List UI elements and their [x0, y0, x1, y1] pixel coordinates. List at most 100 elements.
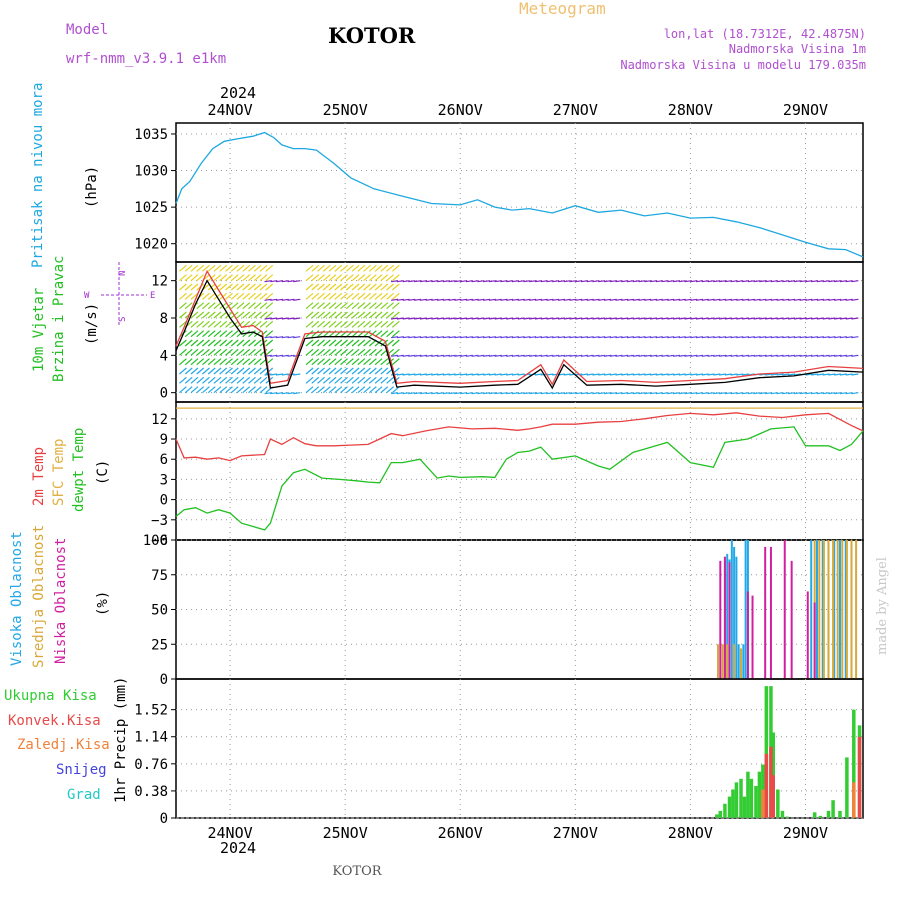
wind-barb — [345, 292, 354, 300]
wind-barb — [190, 367, 199, 375]
wind-barb — [340, 348, 348, 356]
wind-barb — [340, 386, 348, 394]
wind-compass: N W E S — [84, 262, 155, 326]
wind-barb — [190, 386, 199, 394]
wind-barb — [419, 317, 427, 320]
wind-barb — [598, 298, 606, 301]
wind-barb — [363, 283, 371, 291]
wind-barb — [465, 280, 473, 283]
wind-barb — [655, 317, 663, 320]
wind-barb — [184, 348, 193, 356]
wind-barb — [494, 392, 502, 395]
wind-barb — [747, 298, 755, 301]
wind-barb — [615, 317, 623, 320]
wind-barb — [225, 386, 233, 394]
wind-barb — [661, 392, 669, 395]
precipitation-bar — [731, 789, 735, 818]
wind-barb — [368, 264, 377, 272]
cloud-bar — [769, 546, 772, 679]
wind-barb — [477, 336, 485, 339]
wind-barb — [788, 373, 796, 376]
wind-barb — [340, 292, 348, 300]
wind-barb — [546, 392, 554, 395]
wind-barb — [293, 392, 301, 395]
wind-barb — [380, 376, 389, 384]
wind-barb — [460, 392, 468, 395]
wind-barb — [317, 311, 325, 319]
wind-barb — [644, 280, 652, 283]
wind-barb — [293, 373, 301, 376]
wind-barb — [644, 354, 652, 357]
wind-barb — [494, 298, 502, 301]
wind-barb — [707, 392, 715, 395]
wind-barb — [230, 283, 239, 291]
wind-barb — [184, 358, 193, 366]
wind-barb — [351, 339, 360, 347]
wind-barb — [828, 373, 836, 376]
wind-barb — [793, 354, 801, 357]
wind-barb — [437, 336, 445, 339]
wind-barb — [242, 302, 251, 310]
wind-barb — [259, 367, 268, 375]
cloud-bar — [733, 644, 736, 679]
wind-barb — [454, 317, 462, 320]
wind-barb — [655, 298, 663, 301]
wind-barb — [500, 392, 508, 395]
wind-barb — [253, 311, 262, 319]
wind-barb — [621, 354, 629, 357]
coords-label: lon,lat (18.7312E, 42.4875N) — [664, 27, 866, 41]
wind-barb — [184, 264, 193, 272]
wind-barb — [328, 358, 337, 366]
wind-barb — [460, 298, 468, 301]
wind-barb — [811, 392, 819, 395]
wind-barb — [793, 373, 801, 376]
wind-barb — [207, 386, 216, 394]
wind-barb — [408, 280, 416, 283]
wind-barb — [391, 320, 400, 328]
wind-barb — [419, 298, 427, 301]
wind-barb — [207, 348, 216, 356]
wind-barb — [713, 373, 721, 376]
wind-barb — [368, 320, 377, 328]
wind-barb — [736, 373, 744, 376]
wind-barb — [305, 376, 314, 384]
wind-barb — [184, 330, 193, 338]
cloud-bar — [827, 540, 830, 679]
panel-frame — [175, 539, 864, 680]
wind-barb — [759, 317, 767, 320]
wind-barb — [661, 336, 669, 339]
wind-barb — [363, 348, 371, 356]
wind-barb — [275, 392, 284, 395]
wind-barb — [202, 376, 210, 384]
wind-barb — [460, 336, 468, 339]
wind-barb — [713, 317, 721, 320]
wind-barb — [380, 311, 389, 319]
wind-barb — [305, 367, 314, 375]
top-day-label: 25NOV — [323, 101, 368, 119]
wind-barb — [305, 283, 314, 291]
wind-barb — [311, 320, 320, 328]
wind-barb — [202, 264, 210, 272]
wind-barb — [322, 320, 331, 328]
wind-barb — [834, 317, 842, 320]
y-tick-label: 1030 — [134, 164, 168, 180]
wind-barb — [311, 283, 320, 291]
wind-barb — [730, 336, 738, 339]
wind-barb — [655, 373, 663, 376]
wind-barb — [219, 348, 228, 356]
wind-barb — [293, 336, 301, 339]
wind-barb — [184, 367, 193, 375]
wind-barb — [759, 336, 767, 339]
wind-barb — [609, 392, 617, 395]
wind-barb — [253, 339, 262, 347]
wind-barb — [540, 280, 548, 283]
wind-barb — [569, 317, 577, 320]
wind-barb — [386, 320, 394, 328]
wind-barb — [839, 336, 847, 339]
wind-barb — [264, 298, 272, 301]
wind-barb — [431, 373, 439, 376]
wind-barb — [816, 373, 824, 376]
wind-barb — [207, 292, 216, 300]
wind-barb — [345, 386, 354, 394]
wind-barb — [374, 274, 383, 282]
